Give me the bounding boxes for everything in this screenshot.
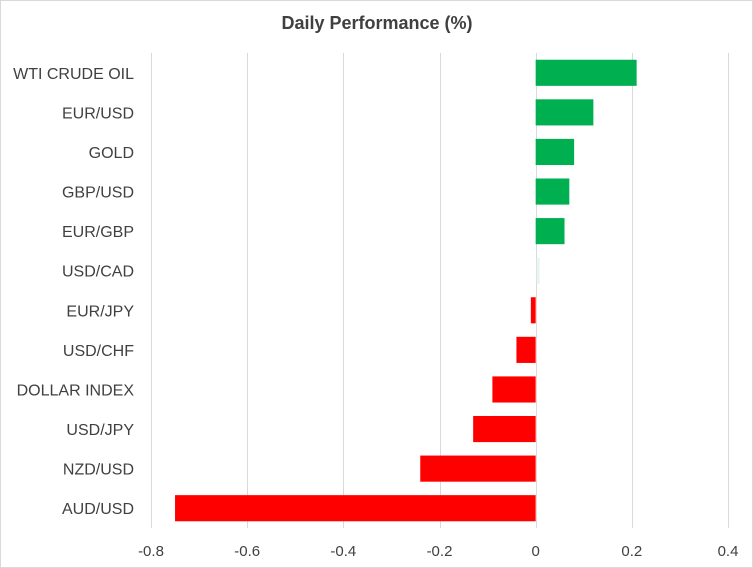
- bar-wti-crude-oil: [535, 59, 637, 86]
- bar-nzd-usd: [420, 455, 536, 482]
- category-label: GOLD: [89, 145, 134, 162]
- gridlines: [151, 53, 729, 528]
- x-axis-tick-labels: -0.8 -0.6 -0.4 -0.2 0 0.2 0.4: [138, 543, 738, 560]
- x-tick-label: -0.2: [427, 543, 453, 560]
- bars: [175, 59, 637, 522]
- category-label: USD/JPY: [66, 422, 134, 439]
- category-label: USD/CHF: [63, 343, 134, 360]
- x-tick-label: -0.6: [234, 543, 260, 560]
- bar-usd-chf: [516, 336, 536, 363]
- bar-eur-jpy: [530, 297, 536, 324]
- category-label: EUR/JPY: [66, 303, 134, 320]
- category-labels: WTI CRUDE OIL EUR/USD GOLD GBP/USD EUR/GBP US…: [13, 66, 134, 518]
- category-label: USD/CAD: [62, 264, 134, 281]
- bar-eur-usd: [535, 99, 594, 126]
- category-label: NZD/USD: [63, 462, 134, 479]
- x-tick-label: 0: [531, 543, 539, 560]
- category-label: WTI CRUDE OIL: [13, 66, 134, 83]
- x-tick-label: 0.4: [718, 543, 739, 560]
- bar-aud-usd: [175, 495, 536, 522]
- x-tick-label: 0.2: [621, 543, 642, 560]
- category-label: DOLLAR INDEX: [17, 382, 135, 399]
- bar-usd-cad: [536, 257, 540, 284]
- bar-dollar-index: [492, 376, 536, 403]
- category-label: EUR/USD: [62, 105, 134, 122]
- x-tick-label: -0.8: [138, 543, 164, 560]
- category-label: GBP/USD: [62, 185, 134, 202]
- bar-eur-gbp: [535, 218, 565, 245]
- chart-title: Daily Performance (%): [281, 13, 472, 33]
- bar-gold: [535, 138, 575, 166]
- category-label: EUR/GBP: [62, 224, 134, 241]
- bar-usd-jpy: [473, 415, 536, 443]
- category-label: AUD/USD: [62, 501, 134, 518]
- bar-gbp-usd: [535, 178, 570, 205]
- x-tick-label: -0.4: [330, 543, 356, 560]
